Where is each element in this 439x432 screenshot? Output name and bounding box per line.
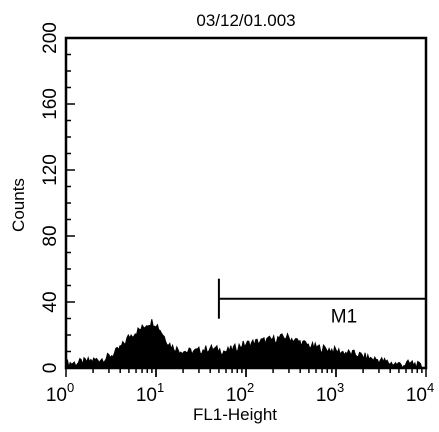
x-tick-label: 104 [406, 380, 434, 406]
plot-frame [64, 36, 428, 370]
x-axis-title: FL1-Height [193, 405, 277, 424]
y-tick-label: 120 [40, 154, 61, 186]
histogram-area [65, 319, 427, 370]
m1-marker: M1 [217, 278, 427, 328]
y-tick-label: 80 [40, 225, 61, 246]
y-axis-title: Counts [9, 178, 28, 232]
x-tick-label: 103 [316, 380, 344, 406]
y-tick-label: 40 [40, 291, 61, 312]
y-axis-ticks: 0 40 80 120 160 200 [40, 22, 75, 373]
x-tick-label: 101 [136, 380, 164, 406]
x-axis-ticks: 100 101 102 103 104 [46, 368, 434, 406]
chart-title: 03/12/01.003 [196, 11, 295, 30]
y-tick-label: 160 [40, 88, 61, 120]
x-tick-label: 102 [226, 380, 254, 406]
x-tick-label: 100 [46, 380, 74, 406]
y-tick-label: 200 [40, 22, 61, 54]
y-tick-label: 0 [40, 363, 61, 374]
m1-marker-label: M1 [331, 307, 357, 328]
